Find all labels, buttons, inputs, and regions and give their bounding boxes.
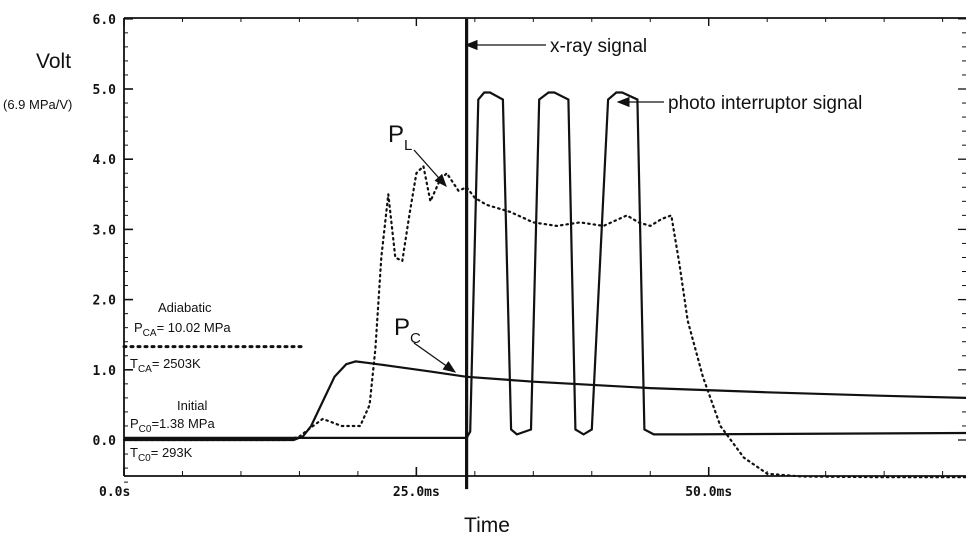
xray-annotation: x-ray signal [464, 36, 647, 57]
y-tick-label-5: 5.0 [93, 83, 117, 98]
photo-annotation: photo interruptor signal [616, 93, 862, 114]
x-tick-label-2: 50.0ms [685, 485, 732, 500]
series-p-c-line [124, 360, 966, 442]
pc-subscript: C [410, 330, 421, 347]
pc-arrow [413, 342, 457, 373]
tco-subscript: C0 [138, 453, 151, 464]
series-photo-interruptor-signal-line [124, 91, 966, 439]
y-axis-unit: (6.9 MPa/V) [3, 97, 72, 112]
initial-label: Initial [177, 398, 207, 413]
pc-annotation: PC [394, 314, 457, 373]
xray-label: x-ray signal [550, 36, 647, 57]
adiabatic-annotation: Adiabatic PCA= 10.02 MPa TCA= 2503K [130, 300, 231, 375]
tick-labels: 0.0 1.0 2.0 3.0 4.0 5.0 6.0 0.0s 25.0ms 50.0ms [93, 13, 733, 500]
tca-subscript: CA [138, 364, 152, 375]
y-tick-label-1: 1.0 [93, 364, 117, 379]
pca-label: PCA= 10.02 MPa [134, 320, 231, 339]
plot-frame [123, 17, 966, 477]
pl-label: PL [388, 121, 412, 154]
x-tick-label-0: 0.0s [99, 485, 130, 500]
y-tick-label-0: 0.0 [93, 434, 117, 449]
pl-annotation: PL [388, 121, 447, 187]
initial-annotation: Initial PC0=1.38 MPa TC0= 293K [130, 398, 215, 464]
y-tick-label-3: 3.0 [93, 223, 117, 238]
y-axis-label: Volt [36, 50, 71, 73]
pl-arrow [413, 149, 447, 187]
y-tick-label-4: 4.0 [93, 153, 117, 168]
tick-marks [123, 17, 966, 483]
y-tick-label-6: 6.0 [93, 13, 117, 28]
x-axis-label: Time [464, 514, 510, 537]
series-p-l-line [122, 163, 966, 479]
pl-subscript: L [404, 137, 412, 154]
tca-label: TCA= 2503K [130, 356, 201, 375]
photo-label: photo interruptor signal [668, 93, 862, 114]
pco-subscript: C0 [139, 424, 152, 435]
pc-label: PC [394, 314, 421, 347]
x-tick-label-1: 25.0ms [393, 485, 440, 500]
pca-subscript: CA [143, 328, 157, 339]
y-tick-label-2: 2.0 [93, 294, 117, 309]
tco-label: TC0= 293K [130, 445, 193, 464]
adiabatic-label: Adiabatic [158, 300, 212, 315]
series-group [122, 18, 966, 490]
pco-label: PC0=1.38 MPa [130, 416, 215, 435]
